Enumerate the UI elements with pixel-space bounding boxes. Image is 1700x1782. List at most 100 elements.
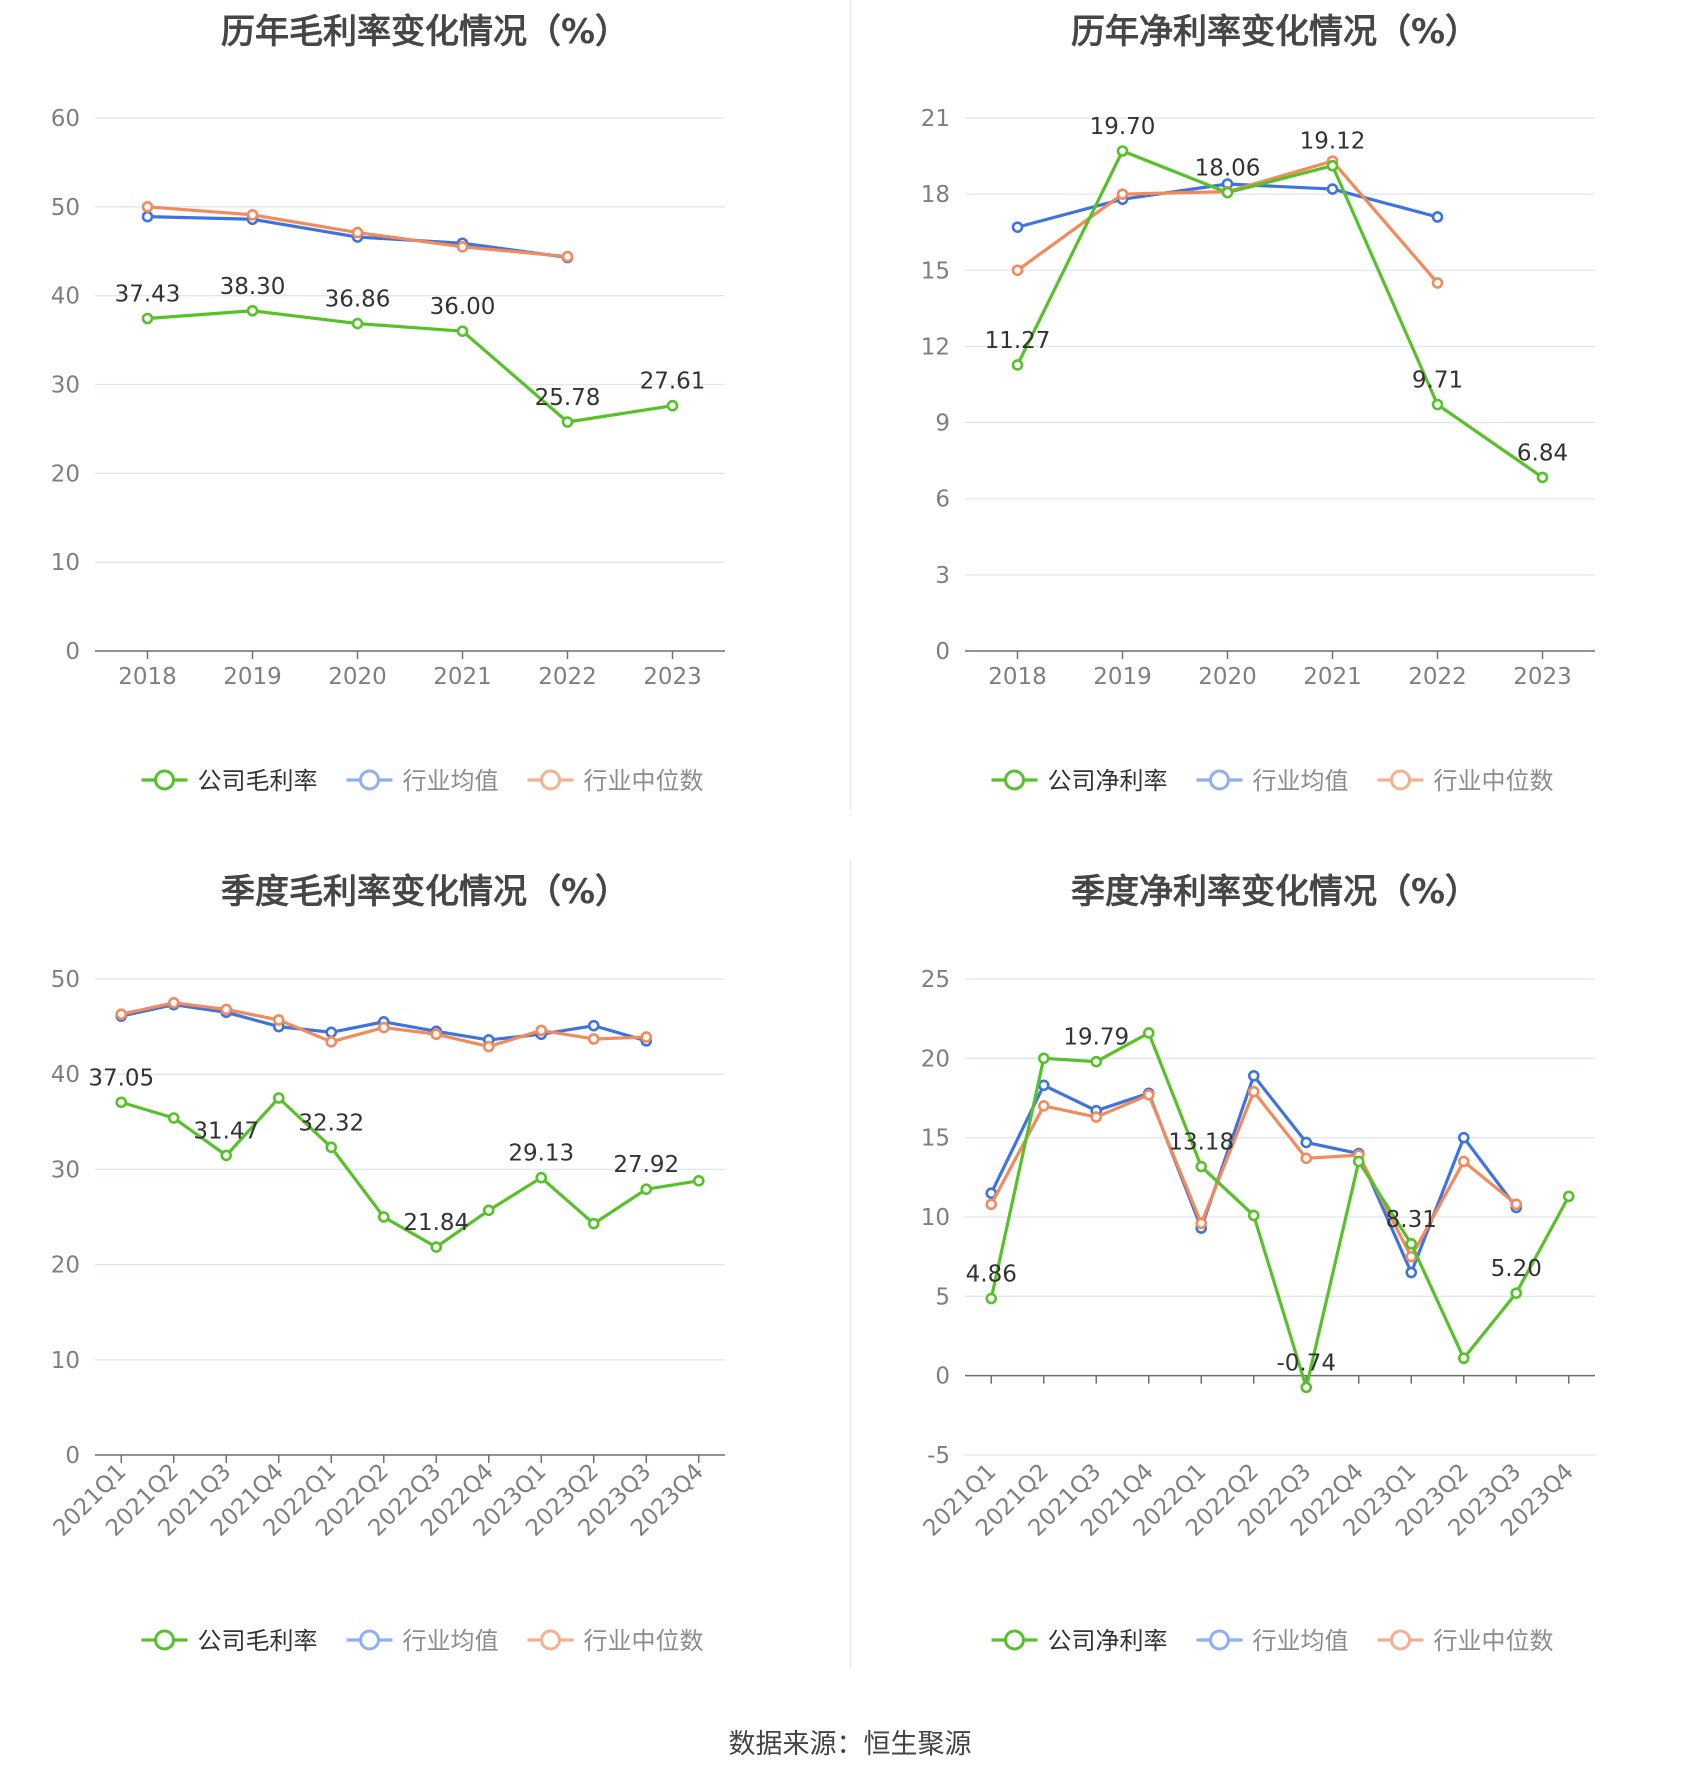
data-point: [1326, 183, 1339, 195]
y-tick-label: 5: [935, 1284, 950, 1310]
y-tick-label: 40: [51, 1062, 80, 1088]
data-point: [115, 1096, 128, 1109]
data-point: [1300, 1152, 1313, 1165]
vertical-divider: [850, 0, 851, 810]
data-point: [1011, 359, 1024, 371]
data-point: [1247, 1069, 1260, 1082]
chart-title: 季度净利率变化情况（%）: [1070, 872, 1480, 912]
data-point: [1510, 1287, 1523, 1299]
annual-net-margin-chart: 0 3 6 9 12 15 18 21 2018 2019 2020 2021 2022 2023 11.2…: [921, 106, 1595, 795]
data-point: [1037, 1079, 1050, 1092]
x-tick-label: 2021: [1303, 664, 1362, 690]
data-point: [246, 209, 259, 221]
chart-panel-annual-gross: 历年毛利率变化情况（%） 0 10 20 30 40 50 60 2018 2019 2020 20…: [0, 0, 850, 860]
data-point: [272, 1092, 285, 1104]
data-label: 37.43: [115, 281, 181, 307]
data-point: [456, 241, 469, 253]
legend-label: 行业均值: [403, 767, 499, 795]
legend-marker: [359, 769, 380, 791]
legend-label: 行业中位数: [1434, 1627, 1554, 1655]
legend-marker: [1004, 1629, 1025, 1651]
x-tick-label: 2023: [1513, 664, 1572, 690]
legend-label: 公司毛利率: [198, 767, 318, 795]
legend-label: 公司净利率: [1048, 767, 1168, 795]
data-point: [985, 1292, 998, 1305]
data-label: 19.79: [1063, 1025, 1129, 1051]
y-tick-label: 20: [921, 1046, 950, 1072]
chart-title: 季度毛利率变化情况（%）: [220, 872, 630, 912]
x-tick-label: 2020: [1198, 664, 1257, 690]
data-point: [1457, 1131, 1470, 1144]
legend-label: 行业中位数: [1434, 767, 1554, 795]
data-point: [1300, 1136, 1313, 1149]
data-point: [1221, 186, 1234, 199]
data-label: -0.74: [1276, 1350, 1336, 1376]
y-tick-label: 50: [51, 195, 80, 221]
data-point: [141, 201, 154, 213]
y-tick-label: 20: [51, 461, 80, 487]
data-point: [1037, 1052, 1050, 1065]
data-label: 19.70: [1090, 114, 1156, 140]
data-label: 18.06: [1195, 156, 1261, 182]
data-point: [220, 1003, 233, 1016]
x-tick-label: 2022: [1408, 664, 1467, 690]
data-point: [1431, 211, 1444, 223]
data-label: 36.00: [430, 294, 496, 320]
legend-marker: [1004, 769, 1025, 791]
y-tick-label: 30: [51, 1157, 80, 1183]
data-point: [1195, 1217, 1208, 1230]
legend-marker: [154, 769, 175, 791]
data-point: [167, 1112, 180, 1124]
data-point: [1011, 264, 1024, 277]
data-point: [535, 1024, 548, 1037]
data-point: [482, 1204, 495, 1217]
y-tick-label: 12: [921, 334, 950, 360]
data-point: [1457, 1352, 1470, 1365]
y-tick-label: 10: [921, 1205, 950, 1231]
data-point: [1142, 1027, 1155, 1039]
data-point: [666, 399, 679, 412]
data-label: 9.71: [1412, 368, 1463, 394]
legend-label: 行业中位数: [584, 1627, 704, 1655]
y-tick-label: 6: [935, 487, 950, 513]
y-tick-label: 0: [935, 639, 950, 665]
data-point: [351, 317, 364, 330]
data-point: [351, 226, 364, 239]
quarterly-gross-margin-chart: 010203040502021Q12021Q22021Q32021Q42022Q…: [49, 967, 725, 1655]
data-point: [1431, 277, 1444, 289]
data-label: 29.13: [508, 1141, 574, 1167]
legend-marker: [1209, 769, 1230, 791]
x-tick-label: 2018: [988, 664, 1047, 690]
data-point: [1562, 1190, 1575, 1203]
data-point: [1247, 1085, 1260, 1098]
data-point: [141, 210, 154, 223]
data-point: [325, 1026, 338, 1039]
chart-title: 历年毛利率变化情况（%）: [220, 12, 630, 52]
chart-title: 历年净利率变化情况（%）: [1070, 12, 1480, 52]
y-tick-label: 15: [921, 258, 950, 284]
data-point: [1405, 1238, 1418, 1250]
y-tick-label: 50: [51, 967, 80, 993]
legend-marker: [154, 1629, 175, 1651]
y-tick-label: 40: [51, 284, 80, 310]
data-point: [1536, 471, 1549, 484]
x-tick-label: 2023: [643, 664, 702, 690]
data-label: 37.05: [88, 1065, 154, 1091]
series-line: [989, 1074, 1518, 1275]
data-point: [1090, 1055, 1103, 1068]
y-tick-label: 60: [51, 106, 80, 132]
data-point: [561, 250, 574, 263]
data-point: [167, 997, 180, 1009]
vertical-divider: [850, 860, 851, 1670]
y-tick-label: 10: [51, 550, 80, 576]
chart-panel-quarterly-net: 季度净利率变化情况（%） -5 0 5 10 15 20 25 2021Q1 2021Q2 202…: [850, 860, 1700, 1720]
data-point: [561, 416, 574, 428]
data-point: [587, 1217, 600, 1230]
data-source: 数据来源：恒生聚源: [728, 1729, 972, 1760]
data-point: [587, 1019, 600, 1032]
data-point: [1352, 1155, 1365, 1168]
x-tick-label: 2022: [538, 664, 597, 690]
quarterly-net-margin-chart: -505101520252021Q12021Q22021Q32021Q42022…: [919, 967, 1595, 1655]
data-point: [1116, 188, 1129, 200]
legend-label: 行业中位数: [584, 767, 704, 795]
